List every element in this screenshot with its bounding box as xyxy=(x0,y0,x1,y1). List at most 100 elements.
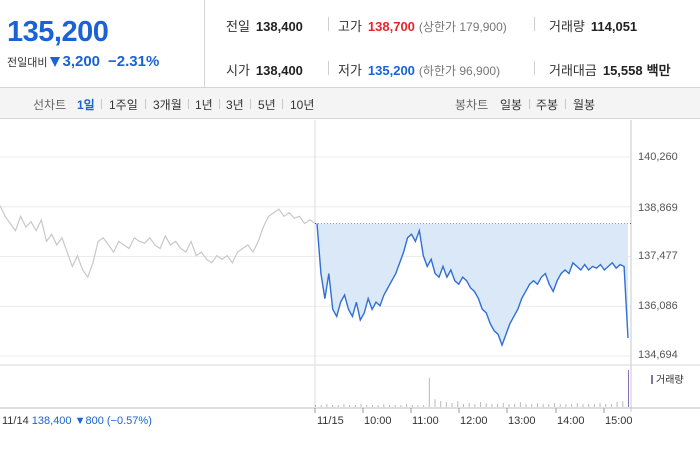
volume-bar xyxy=(593,404,595,407)
prev-day-rate: (−0.57%) xyxy=(106,415,152,427)
prev-close-value: 138,400 xyxy=(255,19,303,34)
y-tick-label: 138,869 xyxy=(638,202,678,214)
volume-bar xyxy=(462,404,464,407)
x-tick-label: 11:00 xyxy=(412,415,439,427)
divider xyxy=(565,99,566,109)
change-rate: −2.31% xyxy=(108,53,160,70)
volume-bar xyxy=(445,402,447,407)
prev-day-date: 11/14 xyxy=(2,415,29,427)
y-tick-label: 136,086 xyxy=(638,300,678,312)
volume-bar xyxy=(548,404,550,407)
high-stat: 고가 138,700 (상한가 179,900) xyxy=(338,16,507,35)
x-tick-label: 14:00 xyxy=(557,415,585,427)
change-row: 전일대비 3,200 −2.31% xyxy=(7,53,159,70)
divider xyxy=(282,99,283,109)
upper-limit: (상한가 179,900) xyxy=(418,20,507,34)
change-value: 3,200 xyxy=(62,53,101,70)
low-value: 135,200 xyxy=(367,63,415,78)
down-arrow-icon xyxy=(50,57,61,67)
divider xyxy=(328,61,329,75)
divider xyxy=(534,17,535,31)
volume-bar xyxy=(326,404,328,407)
divider xyxy=(219,99,220,109)
divider xyxy=(529,99,530,109)
volume-bar xyxy=(554,403,556,407)
volume-bar xyxy=(332,405,334,407)
stock-summary: 135,200 전일대비 3,200 −2.31% 전일 138,400 고가 … xyxy=(0,0,700,88)
volume-bar xyxy=(349,405,351,407)
volume-bar xyxy=(343,404,345,407)
volume-bar xyxy=(411,405,413,407)
volume-bar xyxy=(377,405,379,407)
period-1y[interactable]: 1년 xyxy=(195,98,213,112)
period-5y[interactable]: 5년 xyxy=(258,98,276,112)
volume-bar xyxy=(480,402,482,407)
volume-bar xyxy=(576,403,578,407)
low-label: 저가 xyxy=(338,63,362,78)
volume-bar xyxy=(434,399,436,407)
volume-bar xyxy=(474,404,476,407)
volume-label: 거래량 xyxy=(549,19,585,34)
period-1d[interactable]: 1일 xyxy=(77,98,95,112)
prev-day-close: 138,400 xyxy=(31,415,72,427)
divider xyxy=(145,99,146,109)
volume-bar xyxy=(514,404,516,407)
volume-bar xyxy=(531,404,533,407)
change-label: 전일대비 xyxy=(7,57,48,69)
volume-value: 114,051 xyxy=(590,19,638,34)
x-tick-label: 10:00 xyxy=(364,415,392,427)
volume-bar xyxy=(605,404,607,407)
candle-daily[interactable]: 일봉 xyxy=(500,98,523,112)
high-label: 고가 xyxy=(338,19,362,34)
y-tick-label: 137,477 xyxy=(638,250,678,262)
x-tick-label: 11/15 xyxy=(317,415,344,427)
volume-bar xyxy=(622,401,624,407)
volume-bar xyxy=(610,404,612,407)
volume-bar xyxy=(388,405,390,407)
current-price: 135,200 xyxy=(7,16,109,48)
volume-bar xyxy=(508,404,510,407)
period-10y[interactable]: 10년 xyxy=(290,98,315,112)
x-tick-label: 12:00 xyxy=(460,415,488,427)
volume-bar xyxy=(440,401,442,407)
volume-bar xyxy=(582,404,584,407)
volume-bar xyxy=(485,403,487,407)
volume-bar xyxy=(502,403,504,407)
amount-unit: 백만 xyxy=(646,63,671,78)
volume-bar xyxy=(628,370,629,407)
volume-bar xyxy=(559,404,561,407)
volume-bar xyxy=(451,403,453,407)
prev-day-change: ▼800 xyxy=(74,415,104,427)
volume-legend-swatch xyxy=(651,375,653,384)
y-tick-label: 134,694 xyxy=(638,349,678,361)
prev-close-stat: 전일 138,400 xyxy=(226,16,303,35)
volume-bar xyxy=(497,404,499,407)
volume-bar xyxy=(400,405,402,407)
price-chart[interactable]: 140,260 138,869 137,477 136,086 134,694 … xyxy=(0,120,700,450)
volume-bar xyxy=(406,404,408,407)
amount-value: 15,558 xyxy=(602,63,643,78)
x-tick-label: 15:00 xyxy=(605,415,633,427)
period-1w[interactable]: 1주일 xyxy=(109,98,138,112)
candle-monthly[interactable]: 월봉 xyxy=(573,98,596,112)
amount-stat: 거래대금 15,558 백만 xyxy=(549,60,671,79)
open-value: 138,400 xyxy=(255,63,303,78)
volume-bar xyxy=(337,405,339,407)
volume-bar xyxy=(320,405,322,407)
candle-weekly[interactable]: 주봉 xyxy=(536,98,559,112)
current-price-box: 135,200 전일대비 3,200 −2.31% xyxy=(0,0,205,88)
divider xyxy=(328,17,329,31)
volume-bar xyxy=(536,403,538,407)
divider xyxy=(250,99,251,109)
high-value: 138,700 xyxy=(367,19,415,34)
period-3m[interactable]: 3개월 xyxy=(153,98,182,112)
volume-bar xyxy=(366,405,368,407)
period-3y[interactable]: 3년 xyxy=(226,98,244,112)
low-stat: 저가 135,200 (하한가 96,900) xyxy=(338,60,500,79)
open-label: 시가 xyxy=(226,63,250,78)
volume-bar xyxy=(417,405,419,407)
series-line-today xyxy=(316,223,629,348)
volume-bar xyxy=(371,405,373,407)
divider xyxy=(101,99,102,109)
price-chart-svg xyxy=(0,120,700,413)
